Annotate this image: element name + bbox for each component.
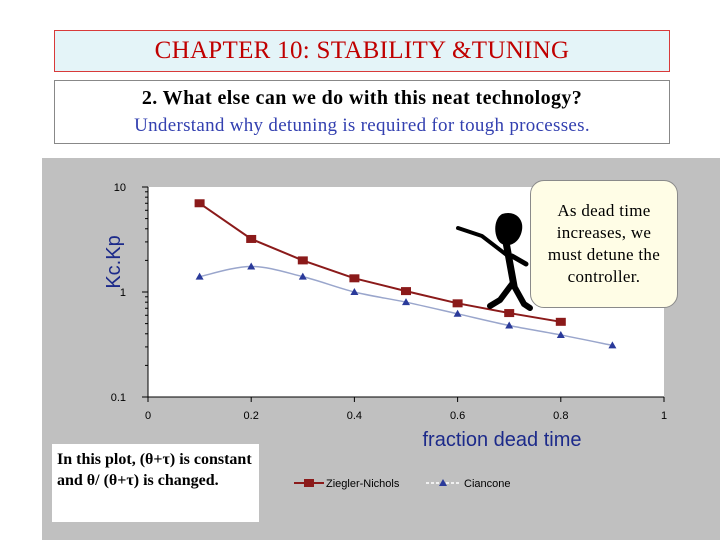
x-tick-label: 0.4 — [347, 410, 362, 422]
ziegler-nichols-point — [194, 199, 205, 208]
ciancone-point — [402, 298, 410, 306]
x-axis-label: fraction dead time — [423, 429, 582, 451]
ziegler-nichols-point — [246, 234, 257, 243]
ciancone-point — [298, 272, 307, 280]
ciancone-point — [350, 288, 359, 295]
legend: Ziegler-Nichols Ciancone — [294, 478, 510, 490]
y-tick-label: 1 — [120, 287, 126, 299]
x-tick-label: 0.8 — [553, 410, 568, 422]
title-banner: CHAPTER 10: STABILITY &TUNING — [54, 30, 670, 72]
question-box: 2. What else can we do with this neat te… — [54, 80, 670, 144]
ziegler-nichols-point — [401, 287, 411, 296]
ziegler-nichols-point — [555, 317, 566, 326]
x-tick-label: 0 — [145, 410, 151, 422]
ziegler-nichols-point — [452, 299, 463, 308]
ziegler-nichols-point — [504, 309, 515, 318]
x-tick-label: 1 — [661, 410, 667, 422]
legend-label-ciancone: Ciancone — [464, 478, 510, 490]
ciancone-point — [608, 341, 617, 349]
y-tick-label: 10 — [114, 182, 126, 194]
pointing-stick-figure — [456, 212, 533, 311]
callout-text: As dead time increases, we must detune t… — [547, 201, 661, 286]
ziegler-nichols-point — [349, 274, 360, 283]
ciancone-point — [505, 321, 514, 329]
callout-bubble: As dead time increases, we must detune t… — [530, 180, 678, 308]
note-box: In this plot, (θ+τ) is constant and θ/ (… — [52, 444, 259, 522]
ziegler-nichols-line — [199, 202, 561, 323]
legend-marker-ciancone — [439, 479, 447, 486]
question-text: 2. What else can we do with this neat te… — [141, 87, 583, 109]
y-axis-label: Kc.Kp — [103, 235, 125, 288]
note-text: In this plot, (θ+τ) is constant and θ/ (… — [57, 451, 252, 489]
ciancone-point — [453, 309, 462, 317]
series-layer — [194, 199, 617, 349]
legend-label-ziegler-nichols: Ziegler-Nichols — [326, 478, 400, 490]
x-tick-label: 0.2 — [244, 410, 259, 422]
ziegler-nichols-point — [297, 256, 308, 265]
ciancone-point — [195, 272, 204, 280]
legend-marker-ziegler-nichols — [304, 479, 314, 487]
ciancone-point — [556, 330, 565, 338]
x-tick-label: 0.6 — [450, 410, 465, 422]
slide-title: CHAPTER 10: STABILITY &TUNING — [154, 37, 570, 64]
subtitle-text: Understand why detuning is required for … — [134, 115, 590, 136]
y-tick-label: 0.1 — [111, 392, 126, 404]
axes: 0.1 1 10 0 0.2 0.4 0.6 0.8 1 fraction dead time Kc… — [103, 182, 667, 451]
ciancone-point — [247, 262, 256, 270]
